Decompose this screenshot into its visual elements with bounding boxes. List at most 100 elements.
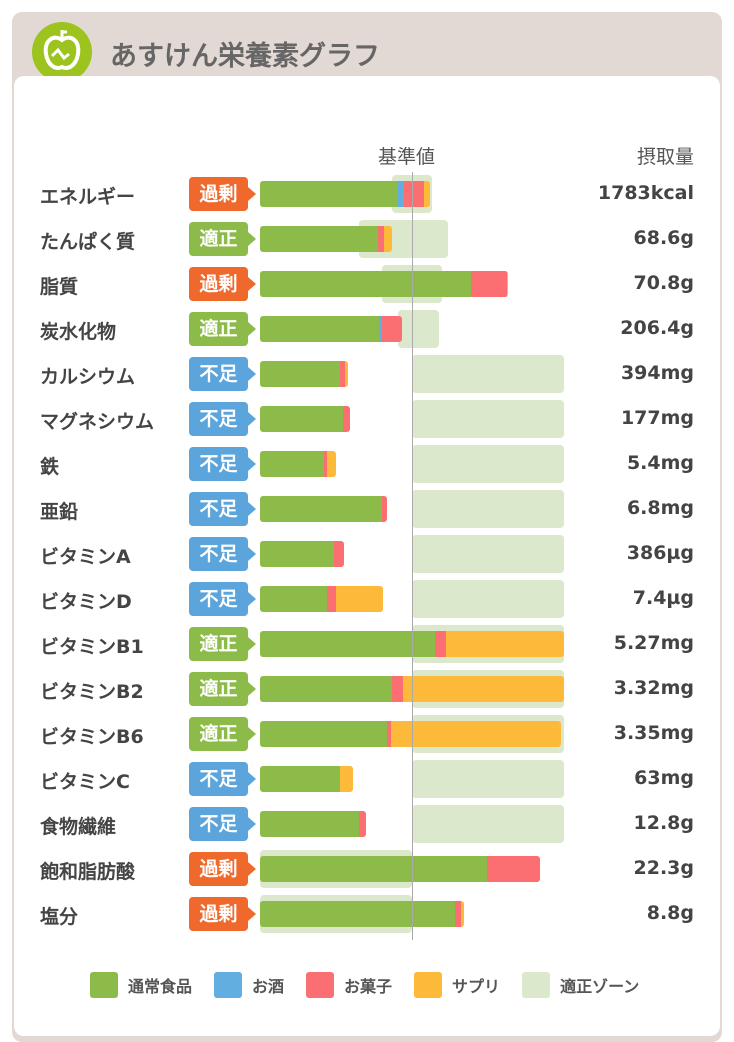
status-badge: 不足 (189, 807, 256, 841)
legend-label: サプリ (452, 977, 501, 996)
intake-value: 206.4g (620, 317, 694, 339)
chart-row: 飽和脂肪酸 過剰 22.3g (0, 847, 734, 891)
intake-bar (260, 721, 562, 747)
chart-row: 亜鉛 不足 6.8mg (0, 487, 734, 531)
intake-bar (260, 766, 353, 792)
legend-swatch (522, 972, 551, 998)
bar-segment-snack (486, 856, 540, 882)
chart-row: ビタミンB1 適正 5.27mg (0, 622, 734, 666)
bar-segment-normal (260, 271, 471, 297)
intake-bar (260, 901, 464, 927)
chart-row: ビタミンA 不足 386µg (0, 532, 734, 576)
legend-swatch (414, 972, 443, 998)
bar-segment-snack (382, 316, 403, 342)
intake-bar (260, 271, 509, 297)
nutrient-label: エネルギー (40, 186, 136, 208)
intake-value: 3.35mg (613, 722, 694, 744)
bar-segment-snack (391, 676, 403, 702)
bar-segment-snack (455, 901, 461, 927)
bar-segment-normal (260, 451, 324, 477)
intake-value: 8.8g (646, 902, 694, 924)
nutrient-label: 炭水化物 (40, 321, 117, 343)
bar-segment-snack (387, 721, 391, 747)
reference-line (412, 172, 413, 940)
legend-item-snack: お菓子 (306, 972, 392, 998)
nutrient-label: たんぱく質 (40, 231, 136, 253)
nutrient-label: 飽和脂肪酸 (40, 861, 136, 883)
intake-value: 394mg (620, 362, 694, 384)
intake-value: 386µg (626, 542, 694, 564)
intake-header: 摂取量 (636, 146, 694, 168)
bar-segment-supplement (327, 451, 336, 477)
intake-value: 63mg (634, 767, 694, 789)
legend-label: お酒 (252, 977, 285, 996)
bar-segment-snack (382, 496, 388, 522)
legend-item-normal: 通常食品 (90, 972, 192, 998)
adequate-zone (412, 355, 564, 393)
bar-segment-supplement (506, 271, 509, 297)
nutrient-label: カルシウム (40, 366, 136, 388)
nutrient-label: 食物繊維 (40, 816, 117, 838)
bar-segment-snack (323, 451, 328, 477)
chart-row: 塩分 過剰 8.8g (0, 892, 734, 936)
chart-row: 炭水化物 適正 206.4g (0, 307, 734, 351)
nutrient-label: ビタミンD (40, 591, 132, 613)
status-badge: 適正 (189, 717, 256, 751)
adequate-zone (412, 805, 564, 843)
bar-segment-supplement (391, 721, 562, 747)
bar-segment-supplement (424, 181, 430, 207)
intake-value: 12.8g (633, 812, 694, 834)
bar-segment-normal (260, 766, 340, 792)
adequate-zone (412, 760, 564, 798)
chart-row: エネルギー 過剰 1783kcal (0, 172, 734, 216)
status-badge: 適正 (189, 672, 256, 706)
status-badge: 適正 (189, 222, 256, 256)
bar-segment-snack (470, 271, 507, 297)
bar-segment-normal (260, 901, 456, 927)
bar-segment-snack (358, 811, 366, 837)
intake-bar (260, 361, 348, 387)
chart-row: 鉄 不足 5.4mg (0, 442, 734, 486)
bar-segment-normal (260, 496, 383, 522)
reference-label: 基準値 (378, 146, 436, 168)
legend-label: 通常食品 (128, 977, 193, 996)
legend-item-alcohol: お酒 (214, 972, 284, 998)
status-badge: 過剰 (189, 897, 256, 931)
nutrient-label: マグネシウム (40, 411, 155, 433)
nutrient-label: ビタミンB6 (40, 726, 144, 748)
intake-bar (260, 406, 350, 432)
bar-segment-supplement (402, 676, 564, 702)
bar-segment-supplement (339, 766, 353, 792)
adequate-zone (412, 445, 564, 483)
intake-bar (260, 676, 564, 702)
legend-item-zone: 適正ゾーン (522, 972, 639, 998)
legend: 通常食品 お酒 お菓子 サプリ 適正ゾーン (90, 972, 649, 998)
bar-segment-snack (327, 586, 336, 612)
adequate-zone (412, 535, 564, 573)
chart-row: ビタミンC 不足 63mg (0, 757, 734, 801)
bar-segment-normal (260, 676, 392, 702)
intake-bar (260, 226, 392, 252)
intake-bar (260, 856, 540, 882)
chart-row: たんぱく質 適正 68.6g (0, 217, 734, 261)
adequate-zone (412, 580, 564, 618)
page-title: あすけん栄養素グラフ (110, 41, 380, 72)
intake-bar (260, 181, 430, 207)
intake-value: 7.4µg (632, 587, 694, 609)
bar-segment-snack (339, 361, 345, 387)
adequate-zone (412, 400, 564, 438)
status-badge: 不足 (189, 537, 256, 571)
bar-segment-supplement (335, 586, 383, 612)
intake-value: 6.8mg (626, 497, 694, 519)
bar-segment-supplement (460, 901, 464, 927)
intake-bar (260, 541, 345, 567)
intake-bar (260, 451, 336, 477)
legend-item-supplement: サプリ (414, 972, 500, 998)
bar-segment-normal (260, 631, 435, 657)
nutrient-label: 鉄 (40, 456, 60, 478)
status-badge: 過剰 (189, 852, 256, 886)
adequate-zone (412, 490, 564, 528)
status-badge: 不足 (189, 357, 256, 391)
nutrient-label: ビタミンB2 (40, 681, 144, 703)
intake-bar (260, 496, 388, 522)
